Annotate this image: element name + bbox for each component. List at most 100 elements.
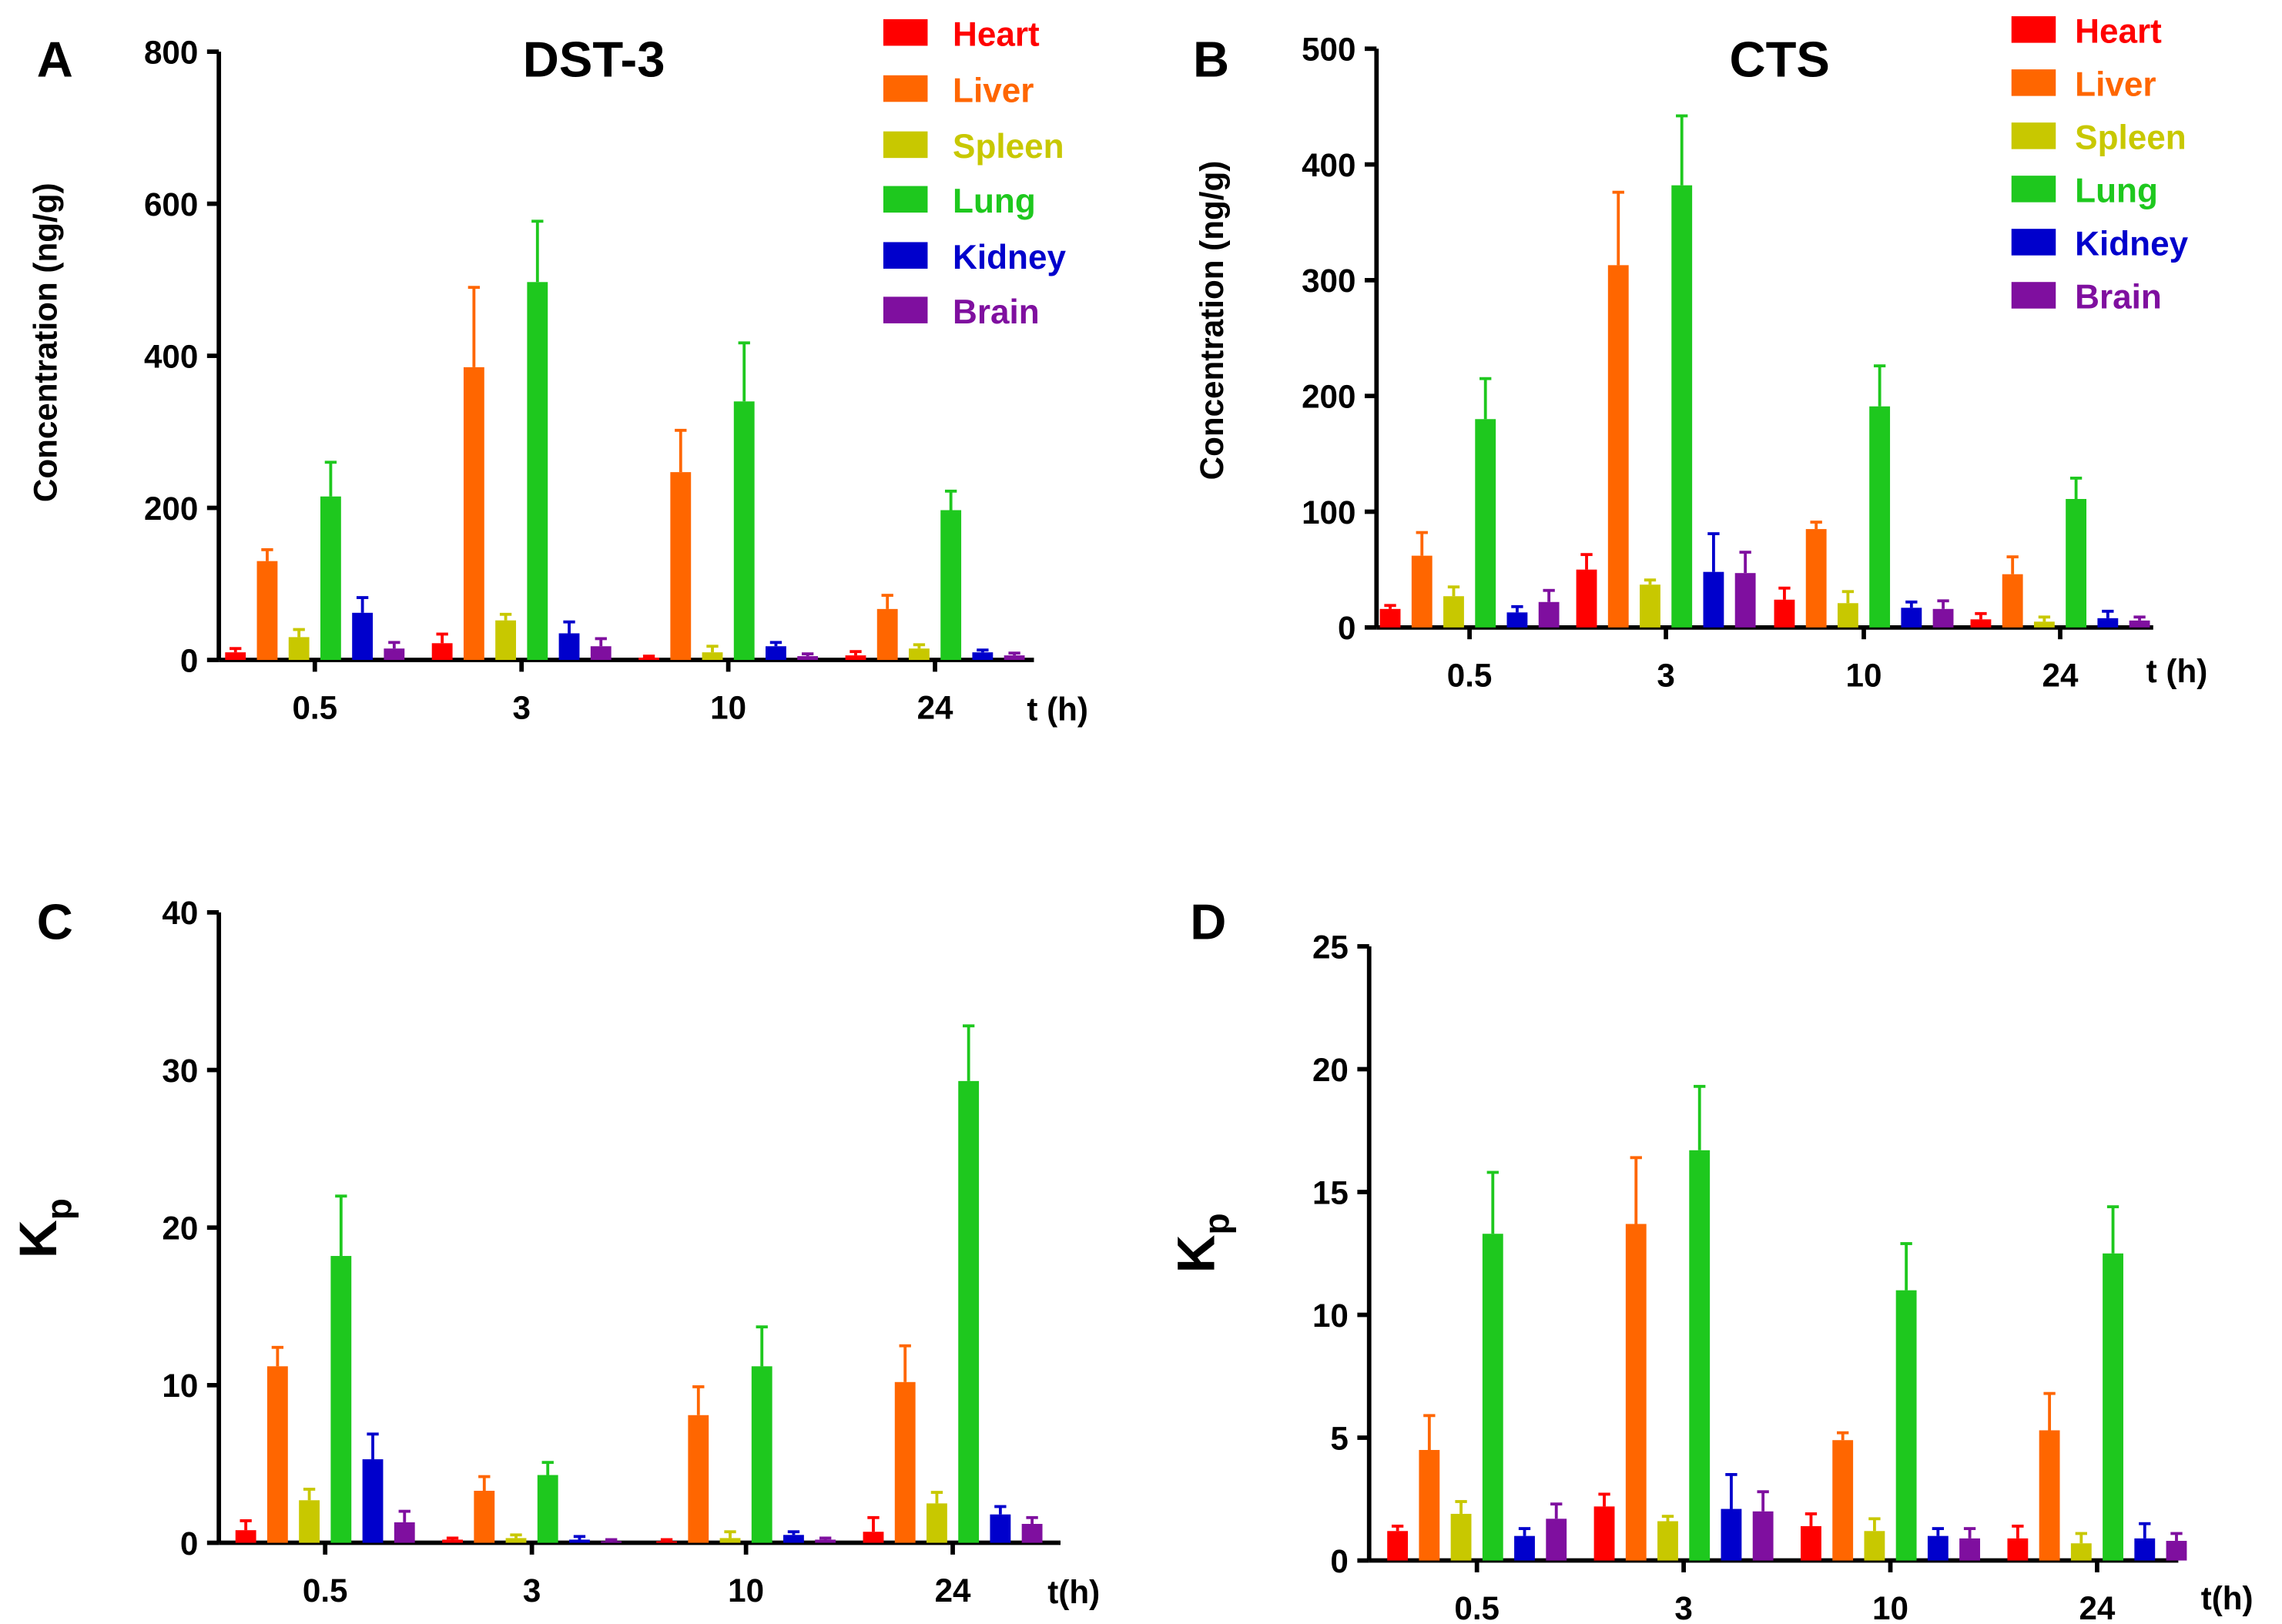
bar-kidney: [1703, 571, 1724, 628]
bar-lung: [1689, 1150, 1711, 1561]
legend-swatch: [883, 131, 928, 159]
legend-label: Kidney: [953, 239, 1066, 276]
x-tick-label: 24: [917, 690, 953, 726]
bar-liver: [266, 1366, 288, 1543]
y-tick-label: 300: [1302, 263, 1355, 299]
bar-kidney: [1901, 608, 1922, 628]
bar-lung: [1671, 185, 1693, 628]
bar-heart: [225, 652, 246, 661]
bar-kidney: [569, 1539, 590, 1543]
bar-lung: [958, 1080, 980, 1543]
legend-label: Lung: [953, 182, 1036, 220]
bar-kidney: [352, 612, 374, 661]
bar-kidney: [990, 1514, 1011, 1543]
bar-spleen: [2033, 621, 2055, 628]
y-tick-label: 600: [144, 186, 198, 223]
bar-heart: [1576, 569, 1597, 628]
bar-liver: [894, 1381, 916, 1543]
bar-lung: [940, 510, 962, 661]
bar-spleen: [505, 1538, 527, 1543]
bar-brain: [2166, 1541, 2187, 1561]
legend-label: Heart: [2075, 13, 2162, 51]
y-tick-label: 40: [162, 895, 198, 931]
bar-brain: [384, 648, 405, 661]
y-tick-label: 20: [162, 1210, 198, 1247]
bar-liver: [1419, 1449, 1440, 1561]
bar-heart: [1801, 1525, 1821, 1561]
bar-brain: [1538, 601, 1560, 628]
bar-heart: [656, 1541, 677, 1543]
y-tick-label: 0: [1330, 1543, 1348, 1579]
bar-heart: [1387, 1531, 1409, 1561]
bar-kidney: [2097, 618, 2119, 628]
bar-kidney: [972, 652, 994, 661]
panel-letter: D: [1190, 893, 1226, 949]
legend-swatch: [2011, 69, 2056, 96]
legend-label: Spleen: [953, 128, 1064, 166]
y-axis-label: Concentration (ng/g): [27, 182, 63, 502]
x-tick-label: 10: [728, 1572, 764, 1609]
x-axis-label: t (h): [1027, 691, 1088, 728]
panel-A: A DST-3 0 200 400 600 800 0.5 3 10 24 t (h) Concentr…: [27, 15, 1088, 727]
bar-brain: [590, 646, 612, 661]
y-tick-label: 400: [144, 338, 198, 374]
x-tick-label: 3: [512, 690, 530, 726]
legend-swatch: [883, 242, 928, 269]
legend-swatch: [2011, 282, 2056, 309]
bar-liver: [876, 608, 898, 661]
y-tick-label: 30: [162, 1053, 198, 1089]
y-axis-label: Concentration (ng/g): [1194, 161, 1230, 481]
x-tick-label: 10: [710, 690, 746, 726]
bar-lung: [527, 282, 548, 661]
y-tick-label: 5: [1330, 1420, 1348, 1456]
x-tick-label: 3: [1674, 1590, 1692, 1624]
bar-spleen: [1640, 584, 1660, 628]
bar-lung: [2103, 1253, 2123, 1561]
bar-brain: [815, 1539, 836, 1543]
legend-swatch: [883, 75, 928, 102]
panel-letter: A: [37, 32, 73, 88]
bar-liver: [1805, 529, 1827, 628]
y-tick-label: 20: [1312, 1052, 1349, 1088]
x-tick-label: 0.5: [1447, 658, 1493, 694]
bar-brain: [1546, 1519, 1567, 1561]
bar-heart: [235, 1530, 256, 1543]
y-tick-label: 200: [1302, 379, 1355, 415]
x-tick-label: 0.5: [292, 690, 337, 726]
bar-liver: [1625, 1224, 1647, 1561]
bar-brain: [1752, 1511, 1774, 1561]
bar-liver: [1411, 555, 1433, 628]
bar-heart: [638, 658, 659, 661]
bar-brain: [601, 1541, 622, 1543]
bar-lung: [1895, 1290, 1917, 1561]
bar-spleen: [1450, 1513, 1472, 1561]
y-tick-label: 100: [1302, 494, 1355, 531]
chart-title: CTS: [1730, 32, 1830, 88]
bar-kidney: [558, 633, 580, 661]
y-tick-label: 15: [1312, 1174, 1349, 1210]
bar-kidney: [2134, 1538, 2156, 1561]
legend-label: Brain: [953, 293, 1040, 331]
bar-kidney: [783, 1535, 804, 1543]
bar-lung: [1869, 406, 1891, 628]
x-axis-label: t (h): [2146, 653, 2208, 689]
bar-liver: [670, 472, 692, 661]
bar-lung: [537, 1475, 558, 1543]
x-tick-label: 10: [1872, 1590, 1908, 1624]
legend-swatch: [2011, 16, 2056, 43]
legend-swatch: [2011, 176, 2056, 203]
bar-kidney: [1506, 612, 1528, 628]
bar-lung: [330, 1256, 352, 1543]
bar-spleen: [719, 1538, 741, 1543]
x-tick-label: 0.5: [1454, 1590, 1500, 1624]
legend-label: Liver: [2075, 66, 2156, 104]
bar-spleen: [1837, 603, 1858, 628]
x-tick-label: 3: [1657, 658, 1674, 694]
bar-spleen: [1864, 1531, 1885, 1561]
legend-label: Liver: [953, 72, 1034, 109]
y-tick-label: 25: [1312, 929, 1349, 965]
panel-D: D 0 5 10 15 20 25 0.5 3 10 24 t(h) Kp: [1166, 893, 2253, 1624]
bar-kidney: [1927, 1535, 1949, 1561]
bar-liver: [2039, 1430, 2060, 1561]
